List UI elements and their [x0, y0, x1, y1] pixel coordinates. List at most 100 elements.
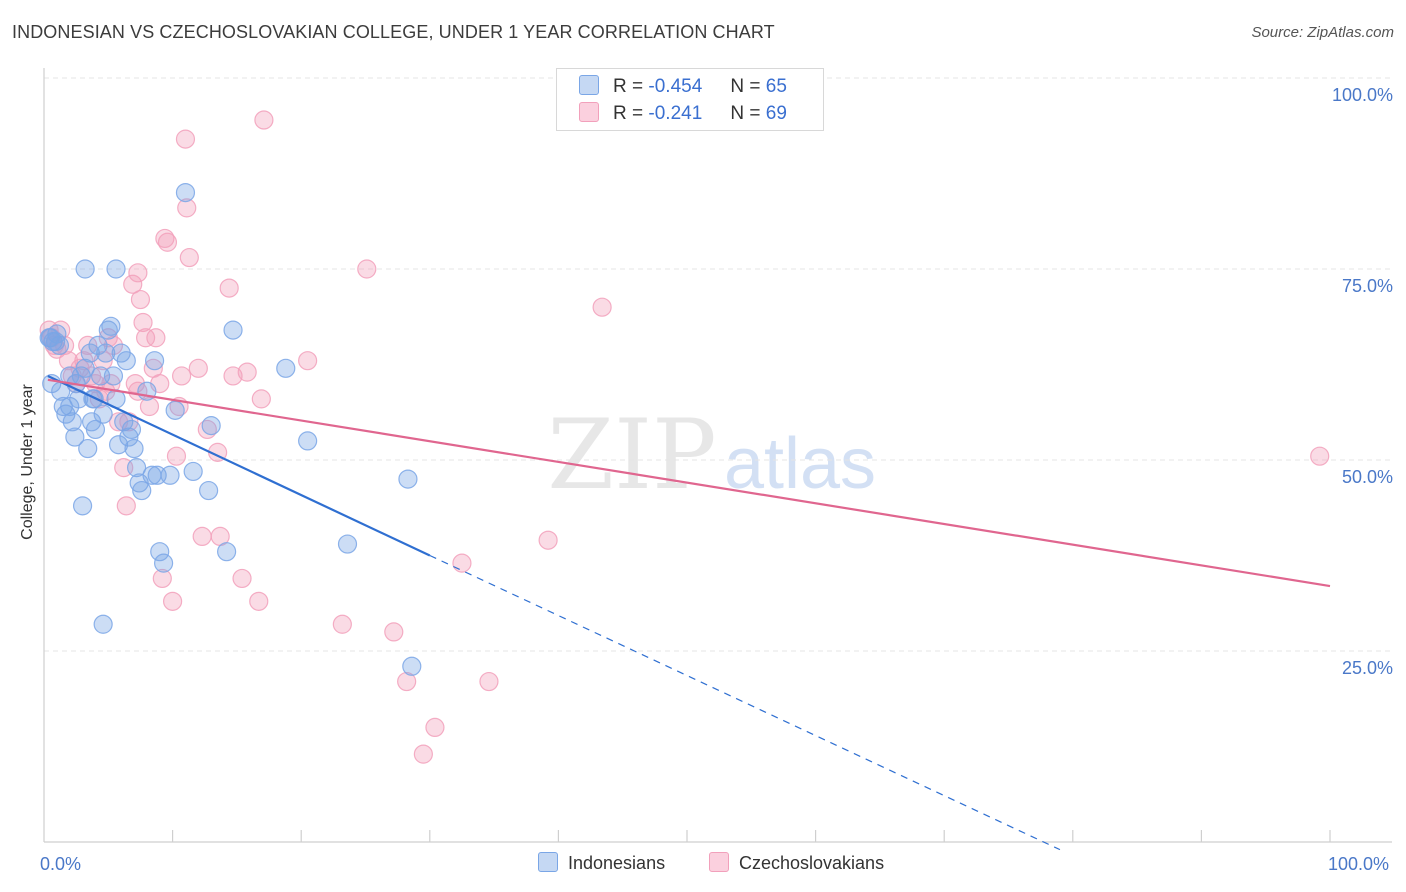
indonesians-legend-icon [538, 852, 558, 872]
indonesians-trend-extension [429, 554, 1061, 851]
indonesian-point [201, 416, 221, 436]
indonesian-point [78, 438, 98, 459]
czechoslovakian-point [166, 446, 187, 466]
czechoslovakian-point [175, 129, 196, 149]
bottom-legend-indonesians[interactable]: Indonesians [538, 852, 665, 876]
czechoslovakian-point [425, 717, 445, 738]
indonesian-point [199, 480, 219, 501]
czechoslovakian-point [128, 263, 148, 283]
indonesian-point [65, 427, 85, 447]
indonesian-point [126, 458, 147, 478]
czechoslovakian-point [51, 320, 71, 340]
y-tick-label: 50.0% [1341, 467, 1393, 487]
czechoslovakian-point [223, 366, 243, 386]
czechoslovakian-point [58, 351, 79, 371]
czechoslovakian-point [232, 568, 252, 589]
legend-r-value-czechoslovakians: -0.241 [648, 103, 703, 124]
indonesian-point [398, 469, 418, 489]
czechoslovakians-trend-line [47, 378, 1331, 588]
indonesian-point [144, 351, 165, 371]
indonesian-point [93, 614, 113, 634]
indonesian-point [183, 461, 203, 482]
legend-row-indonesians: R = -0.454 N = 65 [579, 75, 787, 99]
indonesian-point [124, 438, 144, 459]
legend-r-label: R = [613, 76, 644, 97]
czechoslovakian-point [157, 232, 178, 252]
czechoslovakian-point [177, 198, 197, 218]
czechoslovakian-point [78, 335, 98, 355]
legend-n-label: N = [730, 76, 761, 97]
indonesian-point [103, 366, 124, 386]
indonesian-point [88, 335, 108, 355]
indonesian-point [116, 351, 136, 371]
czechoslovakian-point [237, 362, 257, 382]
czechoslovakian-point [251, 389, 271, 409]
legend-n-value-indonesians: 65 [765, 76, 787, 97]
czechoslovakian-point [249, 591, 269, 611]
czechoslovakian-point [188, 358, 208, 378]
indonesian-point [72, 496, 93, 516]
czechoslovakian-point [163, 591, 183, 611]
czechoslovakian-point [192, 526, 212, 547]
czechoslovakian-point [133, 312, 153, 333]
czechoslovakian-point [219, 278, 239, 298]
indonesian-point [175, 183, 196, 203]
indonesian-point [108, 435, 129, 455]
czechoslovakian-point [172, 366, 192, 386]
indonesian-point [337, 534, 358, 554]
czechoslovakian-point [116, 496, 136, 516]
czechoslovakian-point [538, 530, 558, 550]
czechoslovakian-point [298, 351, 318, 371]
bottom-legend-indonesians-label: Indonesians [568, 853, 666, 873]
indonesian-point [160, 465, 180, 485]
czechoslovakian-point [74, 351, 94, 371]
indonesian-point [75, 358, 95, 378]
legend-n-label: N = [730, 103, 761, 124]
indonesian-point [217, 542, 237, 562]
czechoslovakian-point [152, 568, 172, 589]
czechoslovakians-swatch-icon [579, 102, 599, 122]
czechoslovakian-point [592, 297, 612, 317]
indonesian-point [165, 400, 185, 420]
czechoslovakian-point [332, 614, 352, 634]
czechoslovakian-point [123, 274, 143, 294]
legend-r-value-indonesians: -0.454 [648, 76, 703, 97]
indonesian-point [80, 343, 100, 363]
bottom-legend-czechoslovakians[interactable]: Czechoslovakians [709, 852, 884, 876]
indonesian-point [49, 335, 70, 355]
czechoslovakian-point [384, 622, 404, 642]
data-points [39, 110, 1330, 764]
watermark-atlas: atlas [724, 424, 876, 504]
indonesian-point [153, 553, 174, 573]
czechoslovakian-point [197, 419, 217, 440]
czechoslovakian-point [357, 259, 377, 279]
bottom-legend-czechoslovakians-label: Czechoslovakians [739, 853, 885, 873]
czechoslovakian-point [413, 744, 433, 764]
legend-r-label: R = [613, 103, 644, 124]
czechoslovakian-point [1310, 446, 1330, 466]
indonesian-point [150, 542, 170, 562]
source-label: Source: ZipAtlas.com [1251, 24, 1394, 41]
y-tick-label: 75.0% [1341, 276, 1393, 296]
indonesian-point [121, 419, 142, 440]
stats-legend: R = -0.454 N = 65 R = -0.241 N = 69 [556, 68, 824, 131]
indonesian-point [101, 316, 121, 336]
czechoslovakian-point [452, 553, 472, 573]
indonesians-trend-line [47, 374, 431, 557]
czechoslovakian-point [479, 671, 499, 692]
indonesians-swatch-icon [579, 75, 599, 95]
legend-n-value-czechoslovakians: 69 [765, 103, 787, 124]
czechoslovakian-point [103, 335, 124, 355]
x-tick-label-min: 0.0% [40, 854, 82, 874]
indonesian-point [45, 331, 66, 352]
czechoslovakian-point [397, 671, 417, 692]
x-tick-label-max: 100.0% [1328, 854, 1390, 874]
indonesian-point [62, 412, 82, 432]
y-tick-label: 25.0% [1341, 658, 1393, 678]
czechoslovakian-point [254, 110, 274, 130]
czechoslovakian-point [179, 247, 199, 268]
czechoslovakian-point [130, 289, 151, 310]
czechoslovakian-point [125, 374, 145, 394]
czechoslovakian-point [139, 396, 160, 417]
